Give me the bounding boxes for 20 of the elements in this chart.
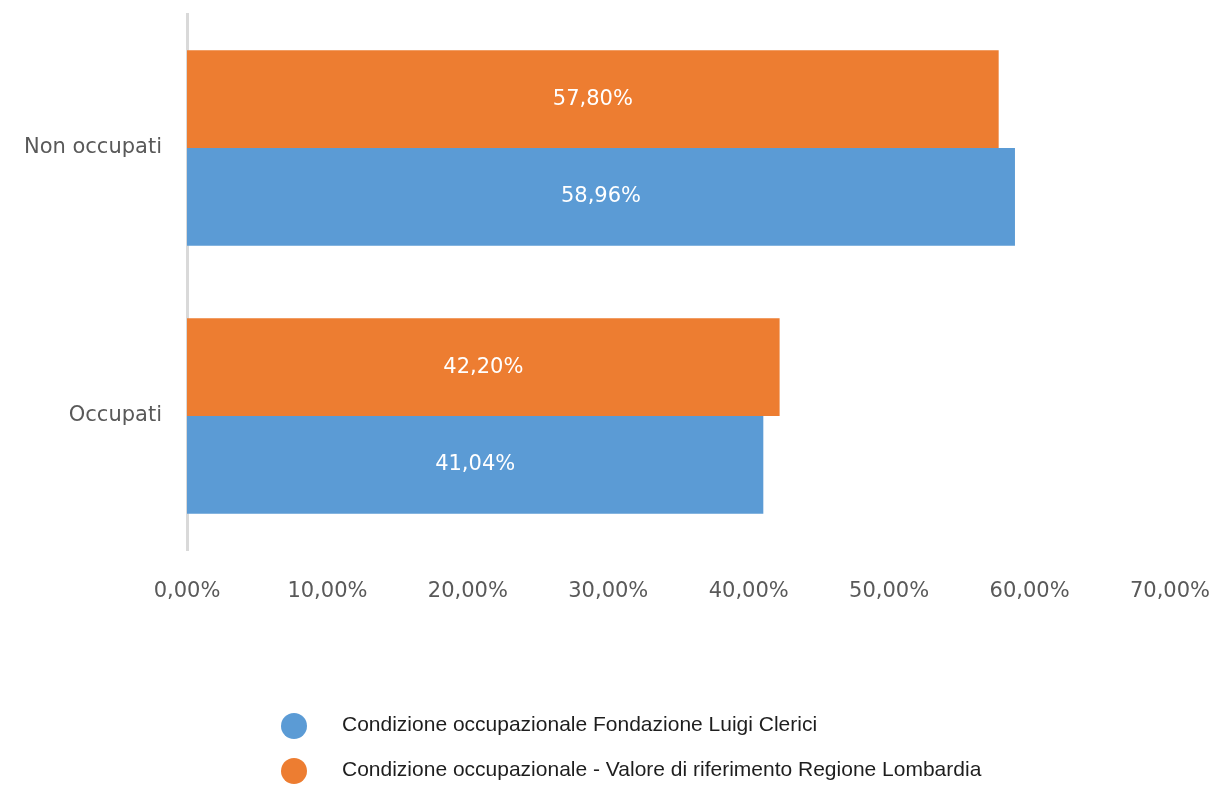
x-tick-label: 0,00% <box>153 578 221 603</box>
data-label: 42,20% <box>443 353 524 378</box>
bar <box>187 50 999 148</box>
x-tick-label: 30,00% <box>568 578 649 603</box>
x-tick-label: 50,00% <box>849 578 930 603</box>
x-tick-label: 20,00% <box>427 578 508 603</box>
y-tick-label: Non occupati <box>23 134 162 159</box>
bar <box>187 148 1015 246</box>
x-tick-label: 10,00% <box>287 578 368 603</box>
bar <box>187 318 780 416</box>
y-tick-label: Occupati <box>68 402 162 427</box>
x-tick-label: 40,00% <box>708 578 789 603</box>
x-tick-label: 70,00% <box>1129 578 1211 603</box>
legend-label: Condizione occupazionale Fondazione Luigi Clerici <box>342 711 818 735</box>
data-label: 41,04% <box>435 451 516 476</box>
data-label: 57,80% <box>552 85 633 110</box>
data-label: 58,96% <box>560 183 642 208</box>
legend-label: Condizione occupazionale - Valore di riferimento Regione Lombardia <box>342 756 982 780</box>
x-tick-label: 60,00% <box>989 578 1070 603</box>
bar <box>187 416 764 514</box>
